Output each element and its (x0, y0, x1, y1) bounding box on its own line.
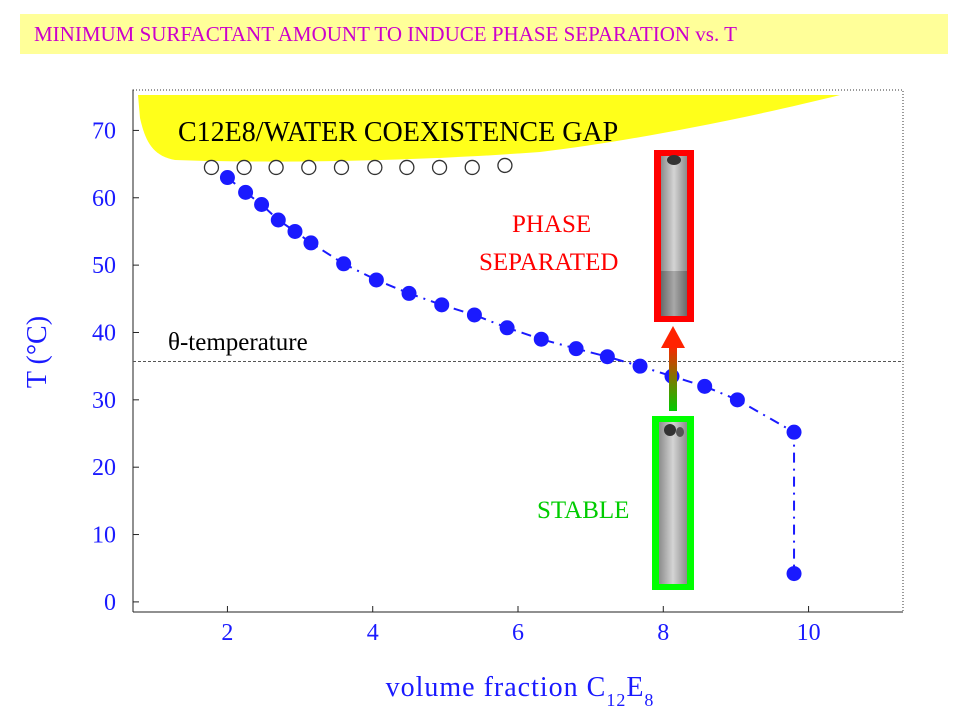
x-axis-label: volume fraction C12E8 (386, 672, 655, 710)
theta-temperature-label: θ-temperature (168, 329, 308, 356)
open-data-points (203, 157, 513, 176)
x-tick-label: 6 (512, 620, 524, 646)
data-point (434, 297, 450, 313)
open-data-point (497, 157, 513, 174)
data-point (697, 378, 713, 394)
x-tick-label: 2 (221, 620, 233, 646)
data-point (466, 307, 482, 323)
open-data-point (464, 159, 480, 176)
y-tick-label: 50 (92, 253, 116, 279)
data-point (401, 285, 417, 301)
phase-separated-label-line2: SEPARATED (479, 249, 618, 276)
data-point (533, 331, 549, 347)
title-bar: MINIMUM SURFACTANT AMOUNT TO INDUCE PHAS… (20, 14, 948, 54)
y-axis-label: T (°C) (22, 316, 53, 388)
data-point (568, 341, 584, 357)
data-point (303, 235, 319, 251)
open-data-point (268, 159, 284, 176)
x-tick-label: 8 (657, 620, 669, 646)
open-data-point (203, 159, 220, 176)
data-point (336, 256, 352, 272)
data-point (632, 358, 648, 374)
data-point (729, 392, 745, 408)
stable-label: STABLE (537, 497, 629, 524)
y-tick-label: 30 (92, 388, 116, 414)
page-title: MINIMUM SURFACTANT AMOUNT TO INDUCE PHAS… (34, 22, 737, 46)
open-data-point (399, 159, 415, 176)
filled-data-points (219, 170, 802, 582)
data-point (786, 566, 802, 582)
open-data-point (333, 159, 350, 176)
data-point (499, 320, 515, 336)
stable-sample-tube (652, 416, 694, 590)
data-point (368, 272, 384, 288)
x-tick-label: 4 (367, 620, 379, 646)
axis-ticks (133, 129, 810, 612)
coexistence-gap-region (138, 95, 840, 162)
y-tick-label: 0 (104, 590, 116, 616)
x-tick-label: 10 (797, 620, 821, 646)
y-tick-label: 60 (92, 186, 116, 212)
phase-separated-sample-tube (654, 150, 694, 322)
transition-arrow (661, 326, 685, 411)
open-data-point (236, 159, 252, 176)
data-point (219, 170, 235, 186)
data-point (786, 424, 802, 440)
y-tick-label: 10 (92, 523, 116, 549)
data-point (599, 349, 615, 365)
y-tick-label: 40 (92, 320, 116, 346)
data-point (238, 184, 254, 200)
data-point (270, 212, 286, 228)
open-data-point (367, 159, 383, 176)
open-data-point (431, 159, 448, 176)
data-point (254, 197, 270, 213)
y-tick-labels: 0 10 20 30 40 50 60 70 (92, 118, 116, 615)
x-tick-labels: 2 4 6 8 10 (221, 620, 820, 646)
y-tick-label: 70 (92, 118, 116, 144)
coexistence-gap-label: C12E8/WATER COEXISTENCE GAP (178, 117, 618, 148)
phase-separated-label-line1: PHASE (512, 211, 591, 238)
y-tick-label: 20 (92, 455, 116, 481)
open-data-point (301, 159, 317, 176)
data-point (287, 223, 303, 239)
